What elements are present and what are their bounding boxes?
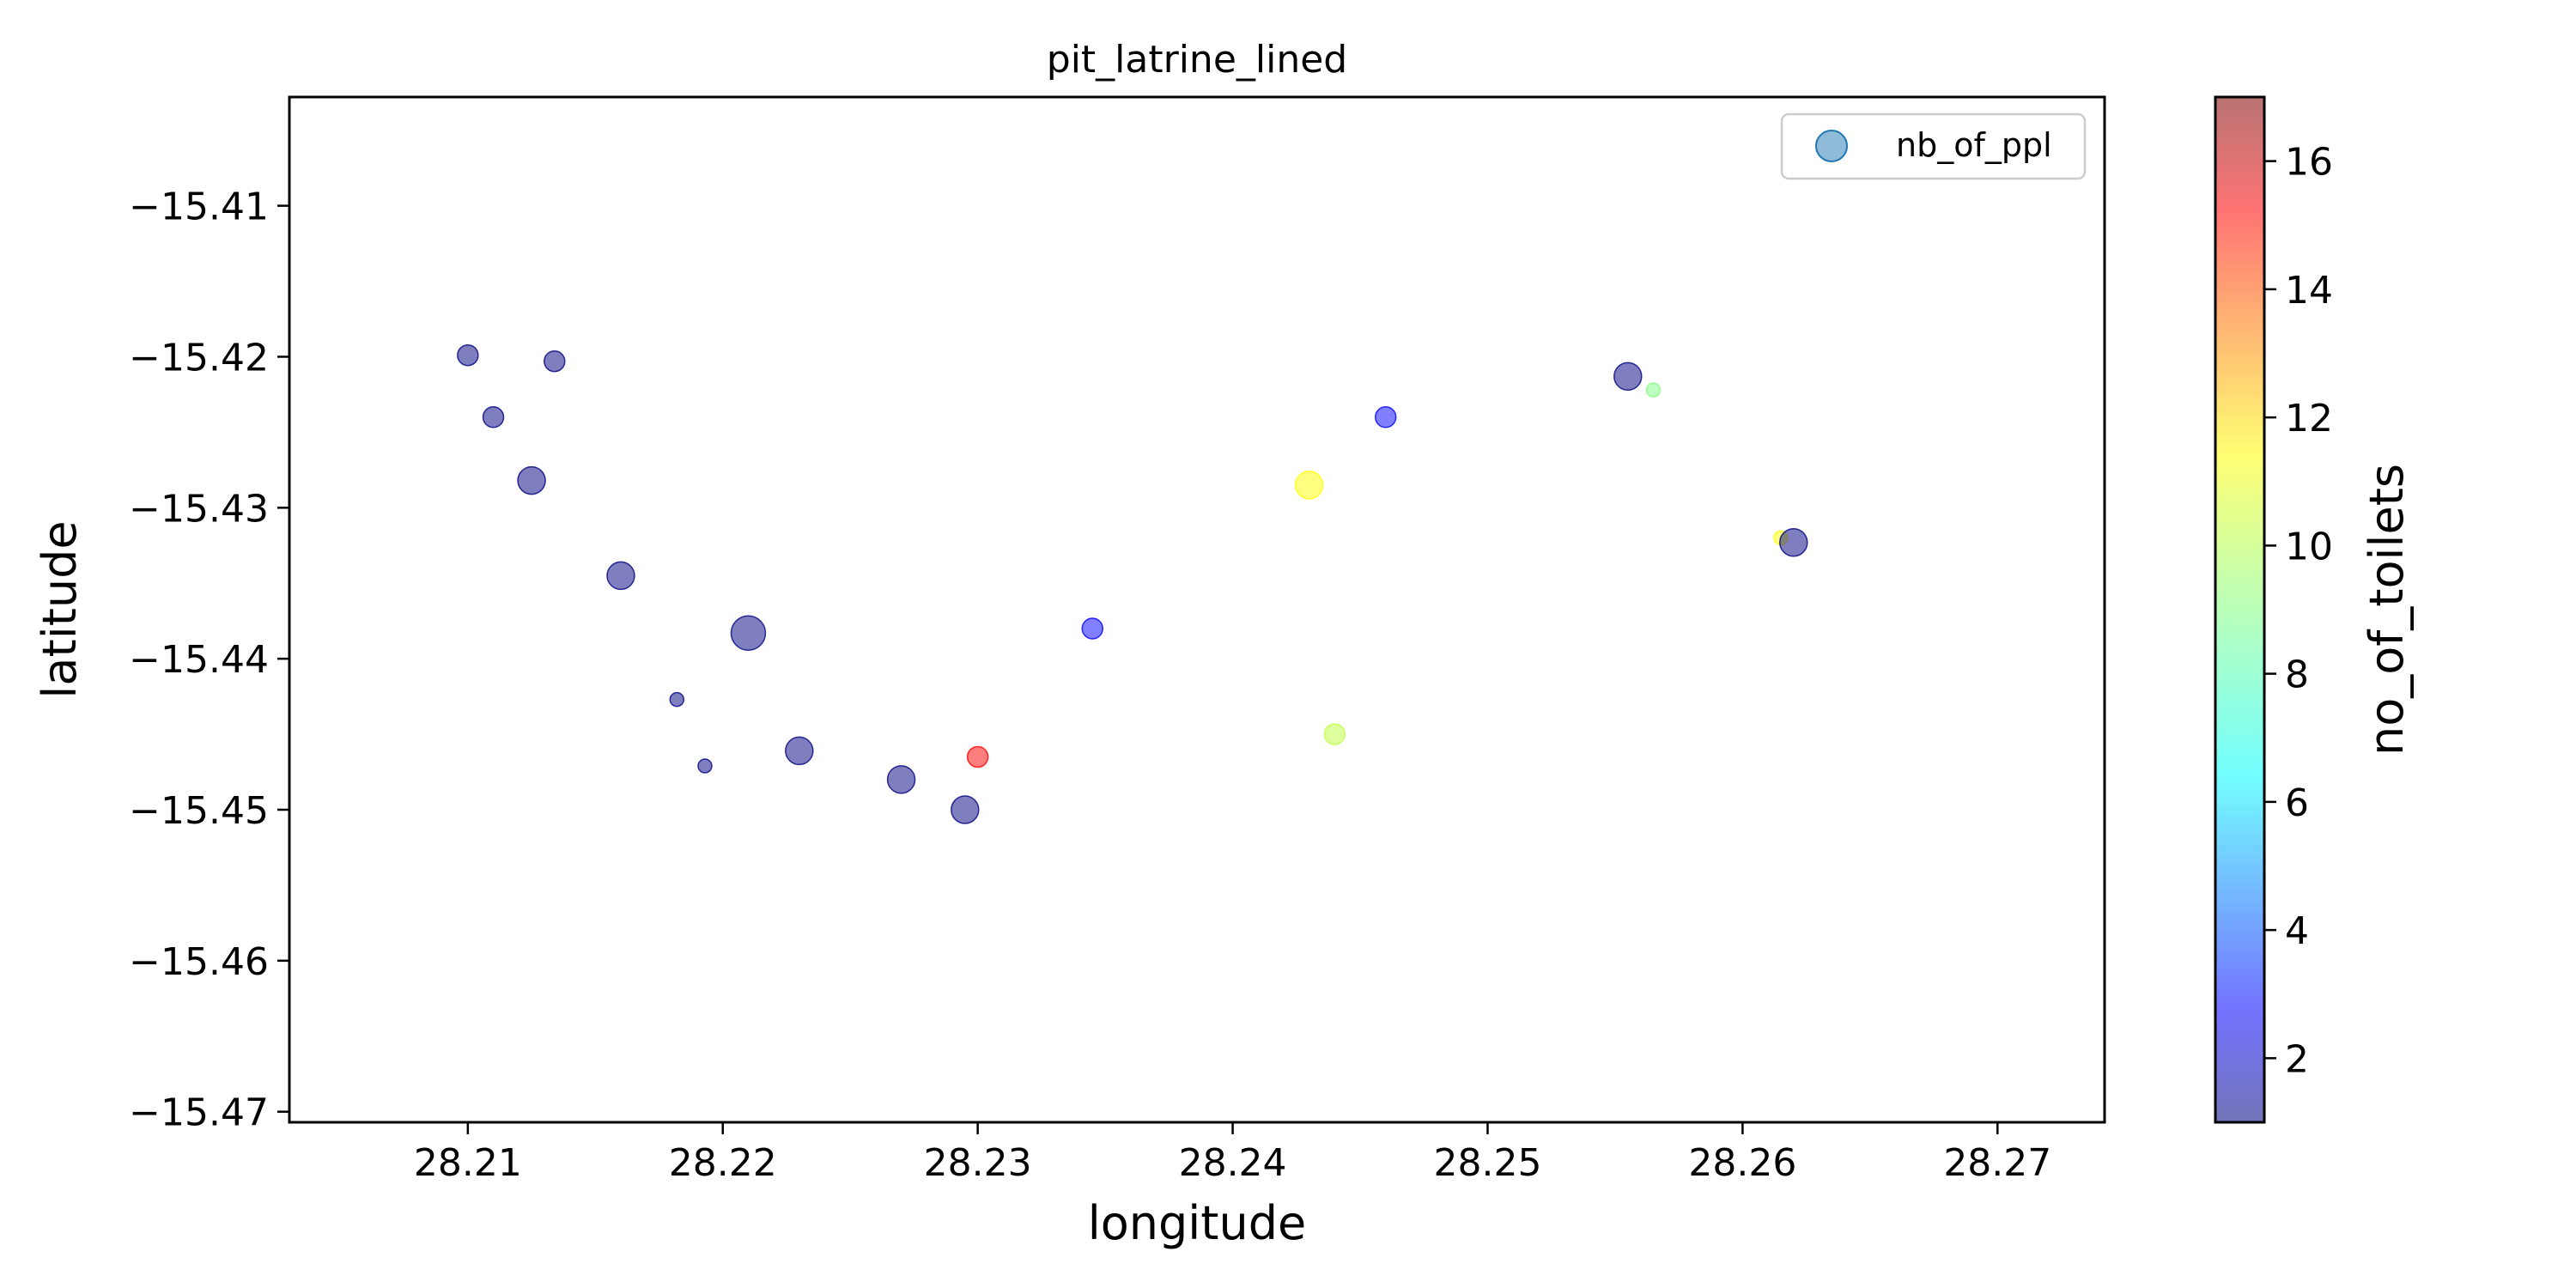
- data-point: [1081, 617, 1104, 640]
- x-tick-label: 28.22: [669, 1141, 777, 1185]
- chart-title: pit_latrine_lined: [1047, 38, 1347, 82]
- data-point: [669, 691, 685, 708]
- legend: nb_of_ppl: [1780, 112, 2087, 180]
- y-tick-label: −15.41: [129, 185, 269, 229]
- legend-marker: [1815, 130, 1848, 162]
- y-axis-title: latitude: [33, 520, 87, 698]
- y-tick-label: −15.44: [129, 638, 269, 682]
- legend-box: [1780, 112, 2087, 180]
- x-tick-label: 28.25: [1433, 1141, 1541, 1185]
- colorbar-tick-label: 4: [2285, 909, 2309, 953]
- y-tick-label: −15.43: [129, 487, 269, 531]
- data-point: [730, 615, 767, 652]
- x-tick-label: 28.26: [1688, 1141, 1796, 1185]
- data-point: [606, 561, 635, 591]
- data-point: [1374, 406, 1397, 428]
- points-layer: [457, 343, 1808, 824]
- colorbar-tick-label: 8: [2285, 653, 2309, 697]
- colorbar: 2 4 6 8 10 12 14 16 no_of_toilets: [2214, 95, 2414, 1124]
- data-point: [697, 758, 713, 774]
- colorbar-ticks: 2 4 6 8 10 12 14 16: [2264, 141, 2333, 1081]
- data-point: [1323, 723, 1346, 745]
- data-point: [966, 745, 989, 769]
- colorbar-tick-label: 2: [2285, 1037, 2309, 1081]
- y-axis: −15.41 −15.42 −15.43 −15.44 −15.45 −15.46 −15.…: [129, 185, 289, 1135]
- y-tick-label: −15.47: [129, 1091, 269, 1135]
- data-point: [1613, 361, 1643, 392]
- colorbar-tick-label: 12: [2285, 397, 2333, 440]
- colorbar-tick-label: 16: [2285, 141, 2333, 185]
- data-point: [482, 406, 505, 428]
- colorbar-gradient: [2215, 97, 2264, 1122]
- data-point: [886, 765, 916, 794]
- data-point: [785, 736, 814, 766]
- data-point: [544, 349, 566, 373]
- data-point: [1294, 471, 1324, 500]
- y-tick-label: −15.42: [129, 336, 269, 380]
- y-tick-label: −15.45: [129, 789, 269, 833]
- colorbar-tick-label: 10: [2285, 525, 2333, 568]
- colorbar-tick-label: 14: [2285, 269, 2333, 313]
- colorbar-title: no_of_toilets: [2360, 464, 2414, 756]
- plot-area-frame: [288, 95, 2106, 1124]
- colorbar-frame: [2214, 95, 2266, 1124]
- x-axis-title: longitude: [1088, 1196, 1306, 1250]
- x-axis: 28.21 28.22 28.23 28.24 28.25 28.26 28.27: [414, 1122, 2051, 1185]
- y-tick-label: −15.46: [129, 940, 269, 984]
- x-tick-label: 28.27: [1943, 1141, 2051, 1185]
- legend-label: nb_of_ppl: [1896, 126, 2052, 164]
- x-tick-label: 28.24: [1179, 1141, 1287, 1185]
- x-tick-label: 28.21: [414, 1141, 522, 1185]
- data-point: [517, 465, 546, 495]
- data-point: [951, 795, 980, 824]
- colorbar-tick-label: 6: [2285, 781, 2309, 825]
- x-tick-label: 28.23: [924, 1141, 1032, 1185]
- data-point: [457, 343, 479, 367]
- data-point: [1779, 527, 1808, 557]
- data-point: [1645, 382, 1662, 398]
